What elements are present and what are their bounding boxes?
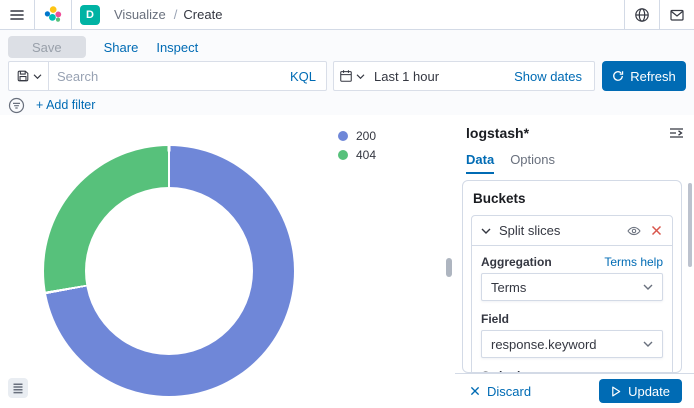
globe-icon[interactable] [625,0,659,29]
search-input[interactable] [49,62,280,90]
split-slices-accordion: Split slices Aggregation Terms help Term… [471,215,673,372]
date-quick-select-button[interactable] [334,69,370,83]
update-button[interactable]: Update [599,379,682,403]
chevron-down-icon [33,73,41,79]
show-dates-button[interactable]: Show dates [514,68,582,84]
kql-language-button[interactable]: KQL [289,68,316,84]
eye-icon[interactable] [626,224,642,238]
date-picker-group: Last 1 hour Show dates [333,61,595,91]
save-button[interactable]: Save [8,36,86,58]
field-select[interactable]: response.keyword [481,330,663,358]
aggregation-select[interactable]: Terms [481,273,663,301]
collapse-panel-icon[interactable] [667,124,686,142]
chart-legend: 200 404 [338,129,376,162]
panel-scrollbar[interactable] [688,183,692,267]
share-button[interactable]: Share [103,39,139,55]
refresh-icon [613,71,624,81]
index-pattern-title: logstash* [466,125,530,141]
divider [624,0,625,29]
terms-help-link[interactable]: Terms help [604,255,663,269]
inspect-button[interactable]: Inspect [156,39,199,55]
visualization-editor-panel: logstash* Data Options Buckets Split sli… [455,115,694,408]
legend-dot [338,150,348,160]
space-badge[interactable]: D [80,4,100,25]
top-bar-right [624,0,694,29]
order-by-label: Order by [481,369,531,372]
buckets-heading: Buckets [473,191,526,206]
breadcrumb: Visualize Create [108,0,222,29]
update-label: Update [628,383,670,399]
legend-list-icon [13,383,23,394]
split-slices-body: Aggregation Terms help Terms Field respo… [472,246,672,372]
chevron-down-icon [643,284,653,290]
refresh-label: Refresh [630,68,676,84]
legend-item[interactable]: 404 [338,148,376,162]
discard-button[interactable]: Discard [470,384,531,399]
buckets-card: Buckets Split slices Aggregation Terms h [462,180,682,373]
elastic-logo[interactable] [35,0,71,29]
editor-footer: Discard Update [455,373,694,408]
search-bar-group: KQL [8,61,327,91]
panel-resize-handle[interactable] [446,258,452,277]
tab-data[interactable]: Data [466,152,495,174]
divider [71,0,72,29]
time-range-value[interactable]: Last 1 hour [374,68,440,84]
aggregation-label: Aggregation [481,255,552,269]
divider [659,0,660,29]
legend-dot [338,131,348,141]
discard-label: Discard [487,383,532,399]
top-navigation-bar: D Visualize Create [0,0,694,30]
remove-bucket-icon[interactable] [650,224,663,237]
legend-item[interactable]: 200 [338,129,376,143]
save-query-icon [17,70,28,82]
split-slices-label: Split slices [499,223,561,238]
breadcrumb-visualize[interactable]: Visualize [114,7,177,22]
legend-toggle-button[interactable] [8,378,28,398]
field-label: Field [481,312,510,326]
split-slices-header[interactable]: Split slices [472,216,672,246]
chevron-down-icon [643,341,653,347]
play-icon [612,386,621,396]
divider [34,0,35,29]
add-filter-button[interactable]: + Add filter [36,98,96,112]
breadcrumb-create: Create [183,7,223,22]
menu-icon[interactable] [0,0,34,29]
editor-tabs: Data Options [466,152,555,174]
tab-options[interactable]: Options [510,152,555,167]
chevron-down-icon [481,228,491,234]
app-toolbar-area: Save Share Inspect KQL Last 1 hour Show … [0,30,694,115]
visualize-toolbar: Save Share Inspect [8,34,198,60]
legend-label: 200 [356,129,377,143]
saved-query-menu-button[interactable] [9,62,49,90]
refresh-button[interactable]: Refresh [602,61,686,91]
discard-x-icon [470,386,480,396]
donut-chart[interactable] [44,146,294,396]
filter-icon [8,97,25,113]
mail-icon[interactable] [660,0,694,29]
query-bar: KQL Last 1 hour Show dates Refresh [8,61,686,91]
filter-bar: + Add filter [8,96,95,114]
legend-label: 404 [356,148,377,162]
chevron-down-icon [356,73,365,79]
calendar-icon [340,70,352,82]
